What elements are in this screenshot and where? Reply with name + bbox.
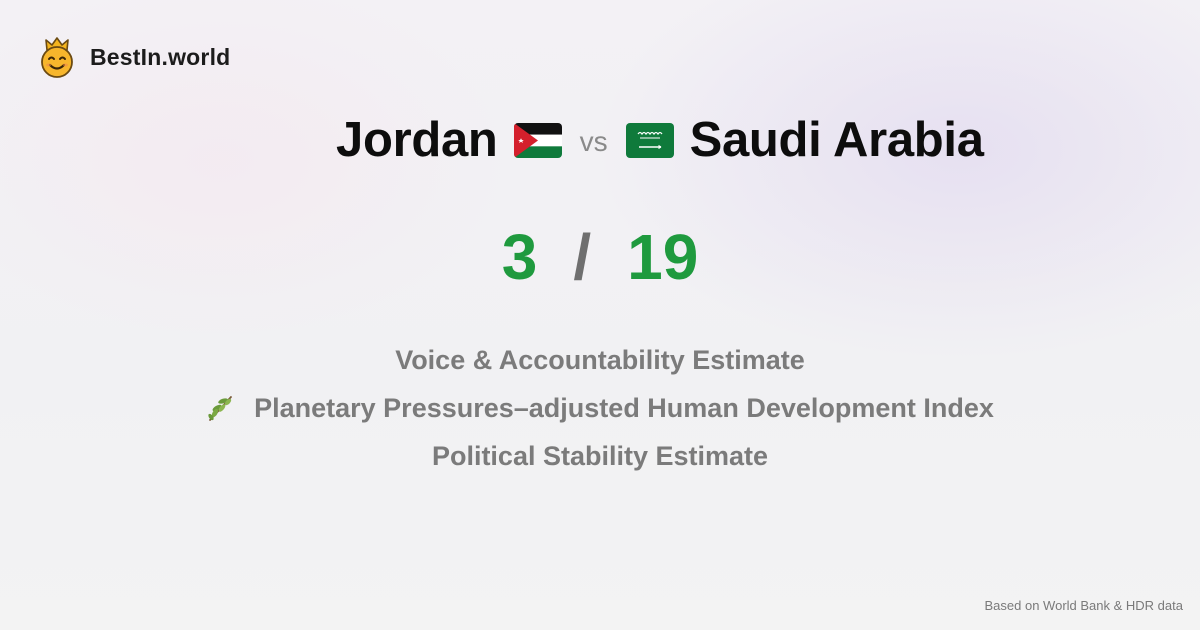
metric-item: Voice & Accountability Estimate bbox=[0, 336, 1200, 384]
country-b-name: Saudi Arabia bbox=[690, 112, 984, 168]
score-separator: / bbox=[573, 220, 591, 294]
saudi-arabia-flag-icon bbox=[626, 123, 674, 158]
country-a-name: Jordan bbox=[336, 112, 498, 168]
score-country-a: 3 bbox=[502, 220, 538, 294]
score-country-b: 19 bbox=[627, 220, 698, 294]
metric-item: Planetary Pressures–adjusted Human Devel… bbox=[0, 384, 1200, 432]
brand[interactable]: BestIn.world bbox=[38, 36, 230, 78]
metric-list: Voice & Accountability Estimate Planetar… bbox=[0, 336, 1200, 480]
jordan-flag-icon bbox=[514, 123, 562, 158]
metric-label: Voice & Accountability Estimate bbox=[395, 345, 805, 376]
olive-branch-icon bbox=[206, 393, 236, 423]
metric-item: Political Stability Estimate bbox=[0, 432, 1200, 480]
metric-label: Planetary Pressures–adjusted Human Devel… bbox=[254, 393, 994, 424]
crowned-smiley-icon bbox=[38, 36, 76, 78]
brand-name: BestIn.world bbox=[90, 44, 230, 71]
metric-label: Political Stability Estimate bbox=[432, 441, 768, 472]
comparison-title: Jordan vs Saudi Arabia bbox=[336, 108, 984, 172]
score: 3 / 19 bbox=[0, 220, 1200, 294]
source-note: Based on World Bank & HDR data bbox=[985, 598, 1183, 613]
vs-label: vs bbox=[580, 126, 608, 158]
